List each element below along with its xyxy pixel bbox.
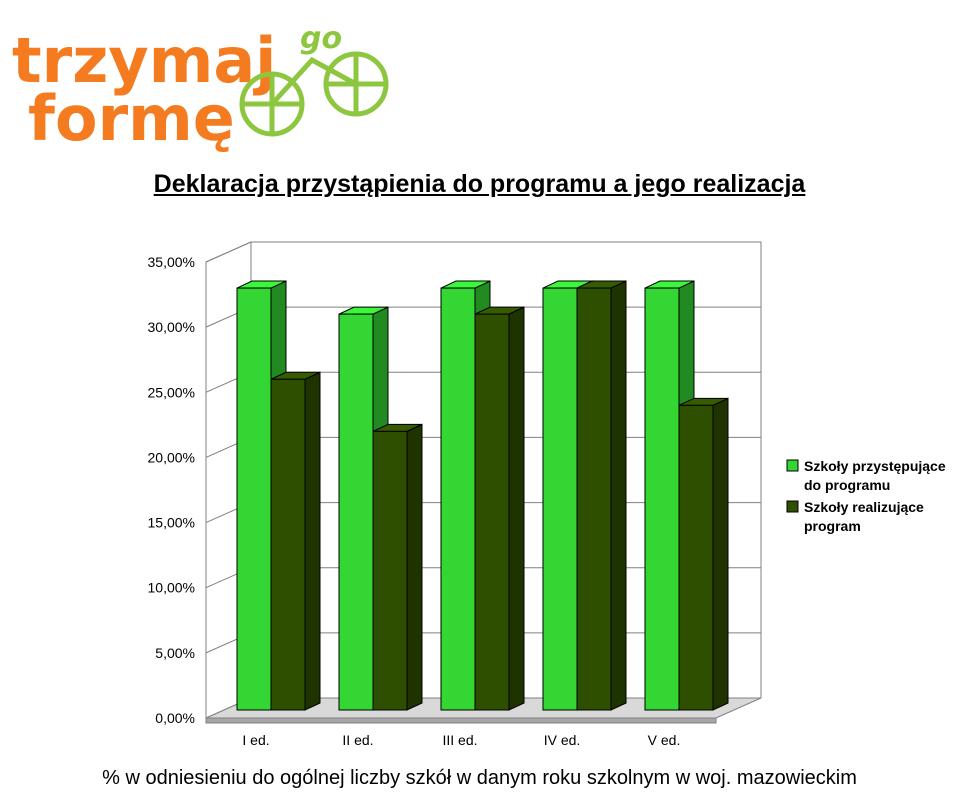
bar-front bbox=[338, 313, 374, 711]
y-tick-label: 15,00% bbox=[148, 515, 195, 531]
legend-label: do programu bbox=[804, 477, 890, 493]
floor-edge bbox=[205, 717, 717, 724]
x-tick-label: V ed. bbox=[648, 732, 681, 748]
bar-realizujace-1 bbox=[270, 371, 321, 711]
bar-side bbox=[610, 280, 627, 711]
y-tick-label: 0,00% bbox=[155, 710, 195, 726]
legend-swatch bbox=[786, 500, 799, 513]
bar-side bbox=[406, 423, 423, 711]
bar-realizujace-3 bbox=[474, 306, 525, 711]
x-tick-label: I ed. bbox=[242, 732, 269, 748]
bar-side bbox=[304, 371, 321, 711]
y-tick-label: 5,00% bbox=[155, 645, 195, 661]
bicycle-icon bbox=[239, 51, 389, 137]
bar-front bbox=[576, 287, 612, 711]
bar-realizujace-2 bbox=[372, 423, 423, 711]
bar-front bbox=[236, 287, 272, 711]
legend-swatch bbox=[786, 459, 799, 472]
bar-realizujace-4 bbox=[576, 280, 627, 711]
logo-tag: go bbox=[300, 21, 342, 56]
bar-front bbox=[440, 287, 476, 711]
legend-label: Szkoły przystępujące bbox=[804, 458, 946, 474]
bar-front bbox=[270, 378, 306, 711]
y-tick-label: 25,00% bbox=[148, 384, 195, 400]
x-tick-label: III ed. bbox=[442, 732, 477, 748]
bar-front bbox=[644, 287, 680, 711]
bar-front bbox=[474, 313, 510, 711]
bar-side bbox=[712, 397, 729, 711]
x-axis-tick-labels: I ed. II ed. III ed. IV ed. V ed. bbox=[242, 732, 680, 748]
x-tick-label: II ed. bbox=[342, 732, 373, 748]
chart-title: Deklaracja przystąpienia do programu a j… bbox=[153, 170, 806, 198]
x-tick-label: IV ed. bbox=[544, 732, 581, 748]
bar-front bbox=[372, 430, 408, 711]
logo-line2: formę bbox=[28, 82, 235, 155]
chart-footnote: % w odniesieniu do ogólnej liczby szkół … bbox=[102, 767, 857, 789]
y-tick-label: 35,00% bbox=[148, 254, 195, 270]
logo-line1: trzymaj bbox=[12, 24, 276, 97]
trzymaj-forme-logo: trzymaj formę go bbox=[12, 21, 389, 155]
y-tick-label: 20,00% bbox=[148, 449, 195, 465]
y-tick-label: 30,00% bbox=[148, 319, 195, 335]
bar-realizujace-5 bbox=[678, 397, 729, 711]
bars bbox=[236, 280, 729, 711]
bar-side bbox=[508, 306, 525, 711]
legend-label: program bbox=[804, 518, 861, 534]
bar-front bbox=[542, 287, 578, 711]
legend: Szkoły przystępujące do programu Szkoły re… bbox=[786, 458, 946, 534]
bar-front bbox=[678, 404, 714, 711]
gridline bbox=[205, 241, 761, 263]
y-tick-label: 10,00% bbox=[148, 580, 195, 596]
legend-label: Szkoły realizujące bbox=[804, 499, 924, 515]
y-axis-tick-labels: 0,00% 5,00% 10,00% 15,00% 20,00% 25,00% 30,00%… bbox=[148, 254, 195, 726]
